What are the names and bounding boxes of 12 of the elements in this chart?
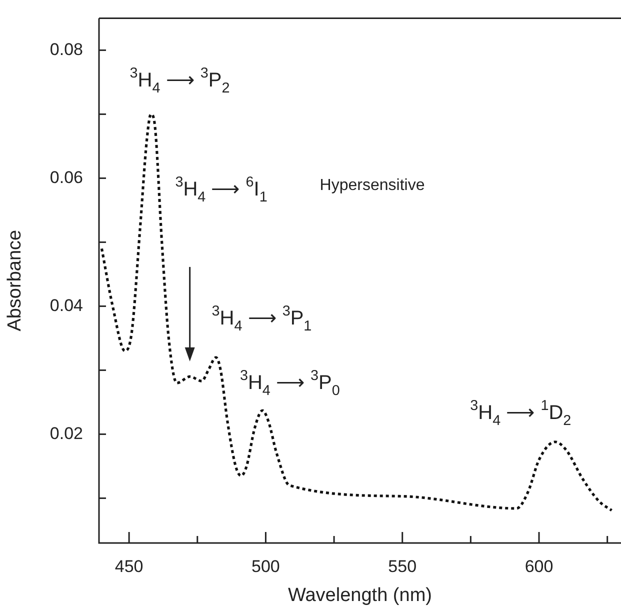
y-axis-title: Absorbance xyxy=(4,230,26,332)
y-tick-label: 0.08 xyxy=(50,40,83,59)
x-tick-label: 600 xyxy=(524,556,554,576)
y-tick-label: 0.04 xyxy=(50,296,83,315)
line-series xyxy=(100,112,614,512)
y-tick-label: 0.06 xyxy=(50,168,83,187)
x-tick-label: 500 xyxy=(252,556,280,576)
y-tick-label: 0.02 xyxy=(50,424,83,443)
x-tick-label: 550 xyxy=(388,556,417,576)
x-axis-title: Wavelength (nm) xyxy=(288,584,432,606)
annotation: Hypersensitive xyxy=(320,176,425,194)
x-tick-label: 450 xyxy=(114,556,144,576)
